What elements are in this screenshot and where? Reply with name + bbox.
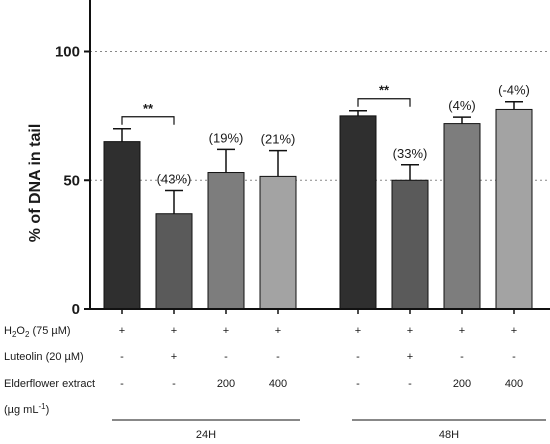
y-axis-label: % of DNA in tail [27, 124, 44, 243]
error-bars [113, 100, 523, 214]
condition-value-r1-c6: + [407, 325, 413, 337]
significance-bracket-1 [121, 116, 175, 125]
group-label-2: 48H [439, 429, 459, 441]
y-tick-label-100: 100 [55, 44, 80, 61]
bar-2 [155, 213, 193, 310]
condition-unit-label: (µg mL-1) [4, 402, 49, 416]
bar-6 [391, 179, 429, 310]
condition-table: H2O2 (75 µM) + + + + + + + + Luteolin (20 µM) - + - -… [4, 325, 523, 416]
condition-value-r1-c4: + [275, 325, 281, 337]
condition-value-r1-c5: + [355, 325, 361, 337]
bar-annotation-6: (33%) [393, 146, 428, 161]
condition-value-r2-c3: - [224, 351, 228, 363]
condition-value-r1-c3: + [223, 325, 229, 337]
condition-value-r1-c8: + [511, 325, 517, 337]
condition-value-r3-c4: 400 [269, 378, 287, 390]
condition-label-2: Luteolin (20 µM) [4, 351, 84, 363]
bar-7 [443, 123, 481, 310]
condition-value-r1-c2: + [171, 325, 177, 337]
condition-value-r2-c7: - [460, 351, 464, 363]
bar-8 [495, 108, 533, 310]
significance-brackets: ** ** [121, 83, 411, 125]
condition-value-r1-c1: + [119, 325, 125, 337]
condition-value-r3-c5: - [356, 378, 360, 390]
y-tick-label-0: 0 [72, 301, 80, 318]
bars [103, 108, 533, 310]
condition-value-r2-c5: - [356, 351, 360, 363]
bar-annotations: (43%) (19%) (21%) (33%) (4%) (-4%) [157, 83, 530, 187]
bar-annotation-3: (19%) [209, 130, 244, 145]
reference-lines [90, 51, 550, 181]
condition-value-r2-c8: - [512, 351, 516, 363]
condition-value-r3-c7: 200 [453, 378, 471, 390]
y-tick-label-50: 50 [63, 172, 80, 189]
condition-value-r3-c6: - [408, 378, 412, 390]
condition-value-r3-c3: 200 [217, 378, 235, 390]
bar-3 [207, 172, 245, 310]
significance-bracket-2 [357, 98, 411, 107]
group-label-1: 24H [196, 429, 216, 441]
bar-annotation-7: (4%) [448, 98, 475, 113]
condition-value-r2-c6: + [407, 351, 413, 363]
condition-value-r2-c4: - [276, 351, 280, 363]
condition-value-r3-c2: - [172, 378, 176, 390]
condition-value-r2-c2: + [171, 351, 177, 363]
bar-annotation-8: (-4%) [498, 83, 530, 98]
significance-label-2: ** [379, 83, 390, 98]
bar-annotation-4: (21%) [261, 132, 296, 147]
condition-label-3: Elderflower extract [4, 378, 95, 390]
condition-value-r1-c7: + [459, 325, 465, 337]
bar-annotation-2: (43%) [157, 172, 192, 187]
condition-value-r3-c8: 400 [505, 378, 523, 390]
bar-1 [103, 141, 141, 310]
significance-label-1: ** [143, 101, 154, 116]
condition-value-r2-c1: - [120, 351, 124, 363]
group-labels: 24H 48H [112, 419, 546, 441]
bar-4 [259, 175, 297, 310]
y-axis: 0 50 100 [55, 0, 550, 318]
condition-value-r3-c1: - [120, 378, 124, 390]
bar-5 [339, 115, 377, 310]
condition-label-1: H2O2 (75 µM) [4, 325, 71, 339]
